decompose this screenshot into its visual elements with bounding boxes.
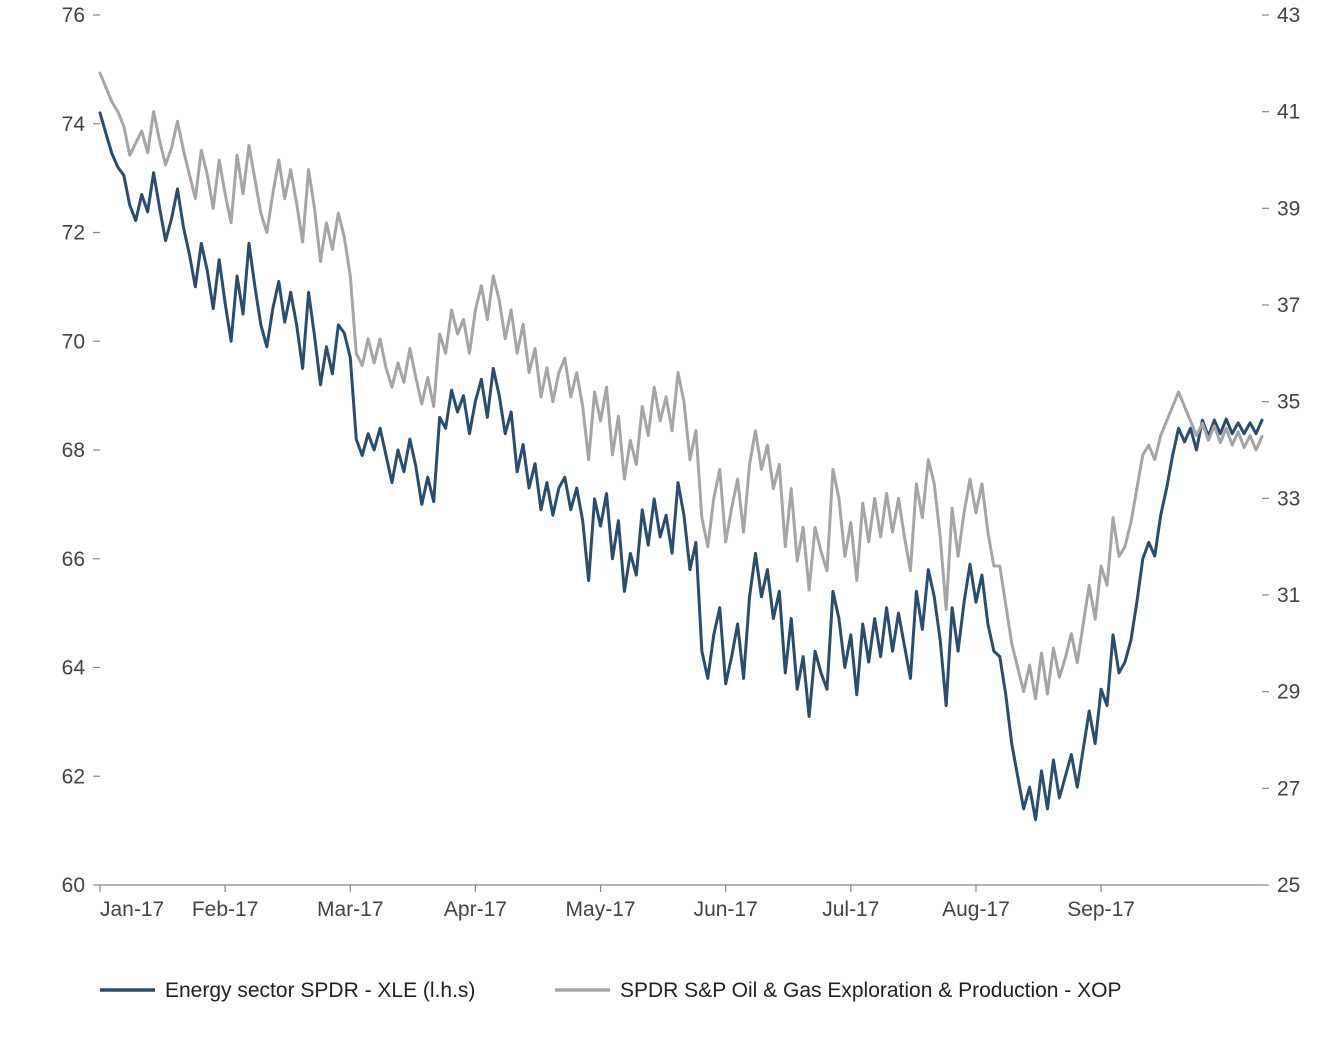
y-left-tick-label: 62 bbox=[62, 765, 85, 788]
x-tick-label: Jul-17 bbox=[822, 898, 879, 921]
y-right-tick-label: 31 bbox=[1277, 584, 1300, 607]
x-tick-label: Apr-17 bbox=[444, 898, 507, 921]
y-left-tick-label: 68 bbox=[62, 439, 85, 462]
y-right-tick-label: 25 bbox=[1277, 874, 1300, 897]
legend-label: SPDR S&P Oil & Gas Exploration & Product… bbox=[620, 979, 1122, 1002]
y-right-tick-label: 27 bbox=[1277, 777, 1300, 800]
x-tick-label: Sep-17 bbox=[1067, 898, 1135, 921]
y-left-tick-label: 66 bbox=[62, 548, 85, 571]
y-left-tick-label: 72 bbox=[62, 222, 85, 245]
x-tick-label: Mar-17 bbox=[317, 898, 384, 921]
series-XOP bbox=[100, 73, 1262, 699]
y-left-tick-label: 76 bbox=[62, 4, 85, 27]
y-left-tick-label: 64 bbox=[62, 657, 86, 680]
y-right-tick-label: 35 bbox=[1277, 391, 1300, 414]
x-tick-label: May-17 bbox=[566, 898, 636, 921]
y-left-tick-label: 70 bbox=[62, 330, 85, 353]
line-chart: 60 62 64 66 68 70 72 74 76 25 27 29 31 33 35 37 39 41 43 Ja… bbox=[0, 0, 1331, 1045]
y-right-tick-label: 41 bbox=[1277, 101, 1300, 124]
y-right-tick-label: 39 bbox=[1277, 197, 1300, 220]
y-left-tick-label: 74 bbox=[62, 113, 86, 136]
series-XLE bbox=[100, 113, 1262, 820]
y-right-tick-label: 29 bbox=[1277, 681, 1300, 704]
y-right-tick-label: 43 bbox=[1277, 4, 1300, 27]
chart-container: 60 62 64 66 68 70 72 74 76 25 27 29 31 33 35 37 39 41 43 Ja… bbox=[0, 0, 1331, 1045]
y-right-tick-label: 37 bbox=[1277, 294, 1300, 317]
x-tick-label: Aug-17 bbox=[942, 898, 1010, 921]
y-left-tick-label: 60 bbox=[62, 874, 85, 897]
y-right-tick-label: 33 bbox=[1277, 487, 1300, 510]
x-tick-label: Jan-17 bbox=[100, 898, 164, 921]
x-tick-label: Feb-17 bbox=[192, 898, 259, 921]
x-tick-label: Jun-17 bbox=[694, 898, 758, 921]
legend-label: Energy sector SPDR - XLE (l.h.s) bbox=[165, 979, 475, 1002]
